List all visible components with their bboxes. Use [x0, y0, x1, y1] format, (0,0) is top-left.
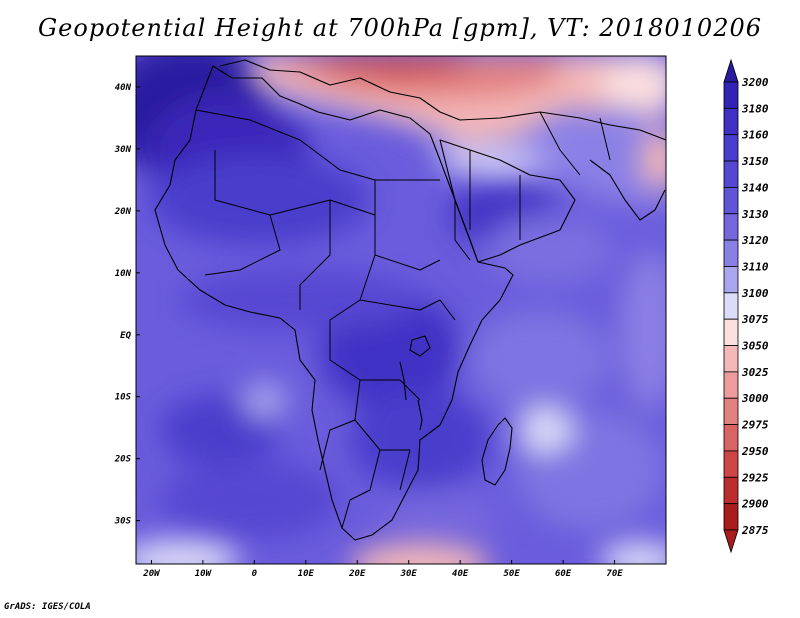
latitude-ticks: 40N 30N 20N 10N EQ 10S 20S 30S: [114, 83, 140, 527]
country-borders: [195, 109, 611, 529]
madagascar-coastline: [481, 417, 513, 486]
arabia-coastline: [439, 139, 576, 263]
lon-tick-label: 20W: [142, 569, 161, 579]
lake-tanganyika: [399, 361, 407, 401]
height-field: [136, 56, 666, 564]
lat-tick-label: 20S: [114, 455, 132, 465]
colorbar-label: 3110: [741, 260, 769, 273]
lon-tick-label: 10W: [195, 569, 213, 579]
colorbar-label: 3140: [741, 181, 769, 194]
map-lines: [154, 59, 666, 541]
colorbar-label: 2875: [741, 524, 769, 537]
colorbar-swatch: [723, 81, 739, 109]
colorbar-label: 3180: [741, 102, 769, 115]
colorbar-label: 3150: [741, 155, 769, 168]
colorbar-swatch: [723, 292, 739, 320]
colorbar-label: 3100: [741, 287, 769, 300]
lon-tick-label: 50E: [503, 569, 520, 579]
colorbar-swatch: [723, 371, 739, 399]
lake-victoria: [409, 335, 431, 357]
colorbar-swatch: [723, 134, 739, 162]
lat-tick-label: 10S: [115, 393, 132, 403]
colorbar-swatch: [723, 187, 739, 215]
colorbar-swatch: [723, 345, 739, 373]
colorbar-label: 2925: [741, 471, 769, 484]
lat-tick-label: 10N: [115, 269, 132, 279]
africa-coastline: [154, 65, 514, 541]
lat-tick-label: 40N: [115, 83, 132, 93]
colorbar-swatch: [723, 239, 739, 267]
lon-tick-label: 60E: [555, 569, 572, 579]
lat-tick-label: 30N: [114, 145, 132, 155]
lon-tick-label: 0: [252, 569, 258, 579]
colorbar-swatch: [723, 450, 739, 478]
colorbar-label: 2975: [741, 419, 769, 432]
colorbar-label: 3025: [741, 366, 769, 379]
europe-coastline: [219, 59, 666, 141]
colorbar-swatch: [723, 424, 739, 452]
longitude-ticks: 20W 10W 0 10E 20E 30E 40E 50E 60E 70E: [142, 560, 623, 579]
lon-tick-label: 30E: [400, 569, 418, 579]
lake-malawi: [417, 399, 423, 431]
colorbar: 3200 3180 3160 3150 3140 3130 3120 3110 3100 3075…: [723, 58, 769, 554]
colorbar-swatch: [723, 266, 739, 294]
colorbar-swatch: [723, 318, 739, 346]
colorbar-swatch: [723, 476, 739, 505]
colorbar-label: 3120: [741, 234, 769, 247]
lon-tick-label: 10E: [298, 569, 315, 579]
lat-tick-label: EQ: [120, 331, 131, 341]
colorbar-label: 2950: [741, 445, 769, 458]
colorbar-bottom-arrow: [723, 529, 739, 554]
colorbar-swatch: [723, 397, 739, 425]
colorbar-swatch: [723, 503, 739, 531]
lat-tick-label: 30S: [114, 517, 132, 527]
colorbar-swatch: [723, 107, 739, 136]
india-coastline: [589, 159, 666, 221]
colorbar-label: 3075: [741, 313, 769, 326]
colorbar-label: 3200: [741, 76, 769, 89]
lon-tick-label: 70E: [606, 569, 623, 579]
colorbar-label: 2900: [741, 498, 769, 511]
colorbar-label: 3130: [741, 208, 769, 221]
lon-tick-label: 20E: [348, 569, 366, 579]
colorbar-top-arrow: [723, 58, 739, 83]
colorbar-label: 3160: [741, 129, 769, 142]
colorbar-label: 3000: [741, 392, 769, 405]
lat-tick-label: 20N: [114, 207, 132, 217]
credit-text: GrADS: IGES/COLA: [4, 602, 91, 612]
map-title: Geopotential Height at 700hPa [gpm], VT:…: [38, 14, 762, 42]
colorbar-swatch: [723, 160, 739, 188]
lon-tick-label: 40E: [452, 569, 469, 579]
colorbar-swatch: [723, 213, 739, 241]
colorbar-label: 3050: [741, 340, 769, 353]
map-frame: [135, 55, 667, 565]
